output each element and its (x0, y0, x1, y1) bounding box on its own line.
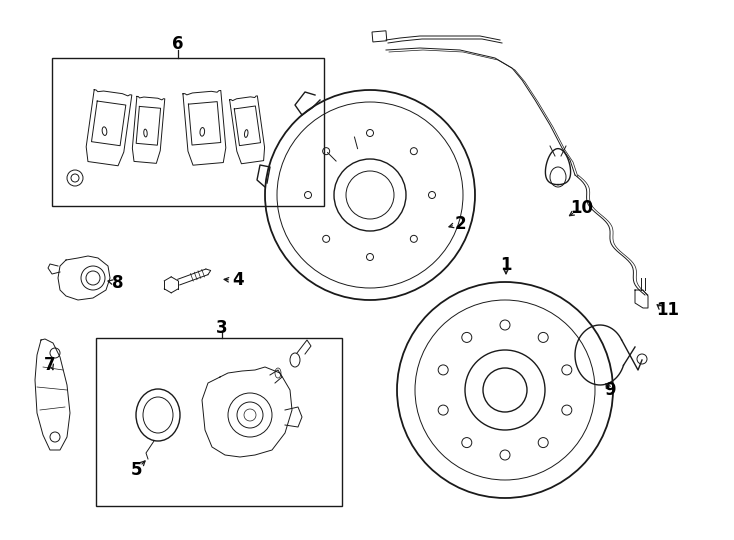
Text: 3: 3 (217, 319, 228, 337)
Text: 9: 9 (604, 381, 616, 399)
Text: 10: 10 (570, 199, 594, 217)
Text: 8: 8 (112, 274, 124, 292)
Bar (96, 338, 342, 506)
Text: 5: 5 (131, 461, 142, 479)
Bar (52, 58, 324, 206)
Text: 6: 6 (172, 35, 184, 53)
Text: 1: 1 (501, 256, 512, 274)
Bar (372, 31, 387, 42)
Text: 11: 11 (656, 301, 680, 319)
Text: 7: 7 (44, 356, 56, 374)
Text: 2: 2 (454, 215, 466, 233)
Text: 4: 4 (232, 271, 244, 289)
